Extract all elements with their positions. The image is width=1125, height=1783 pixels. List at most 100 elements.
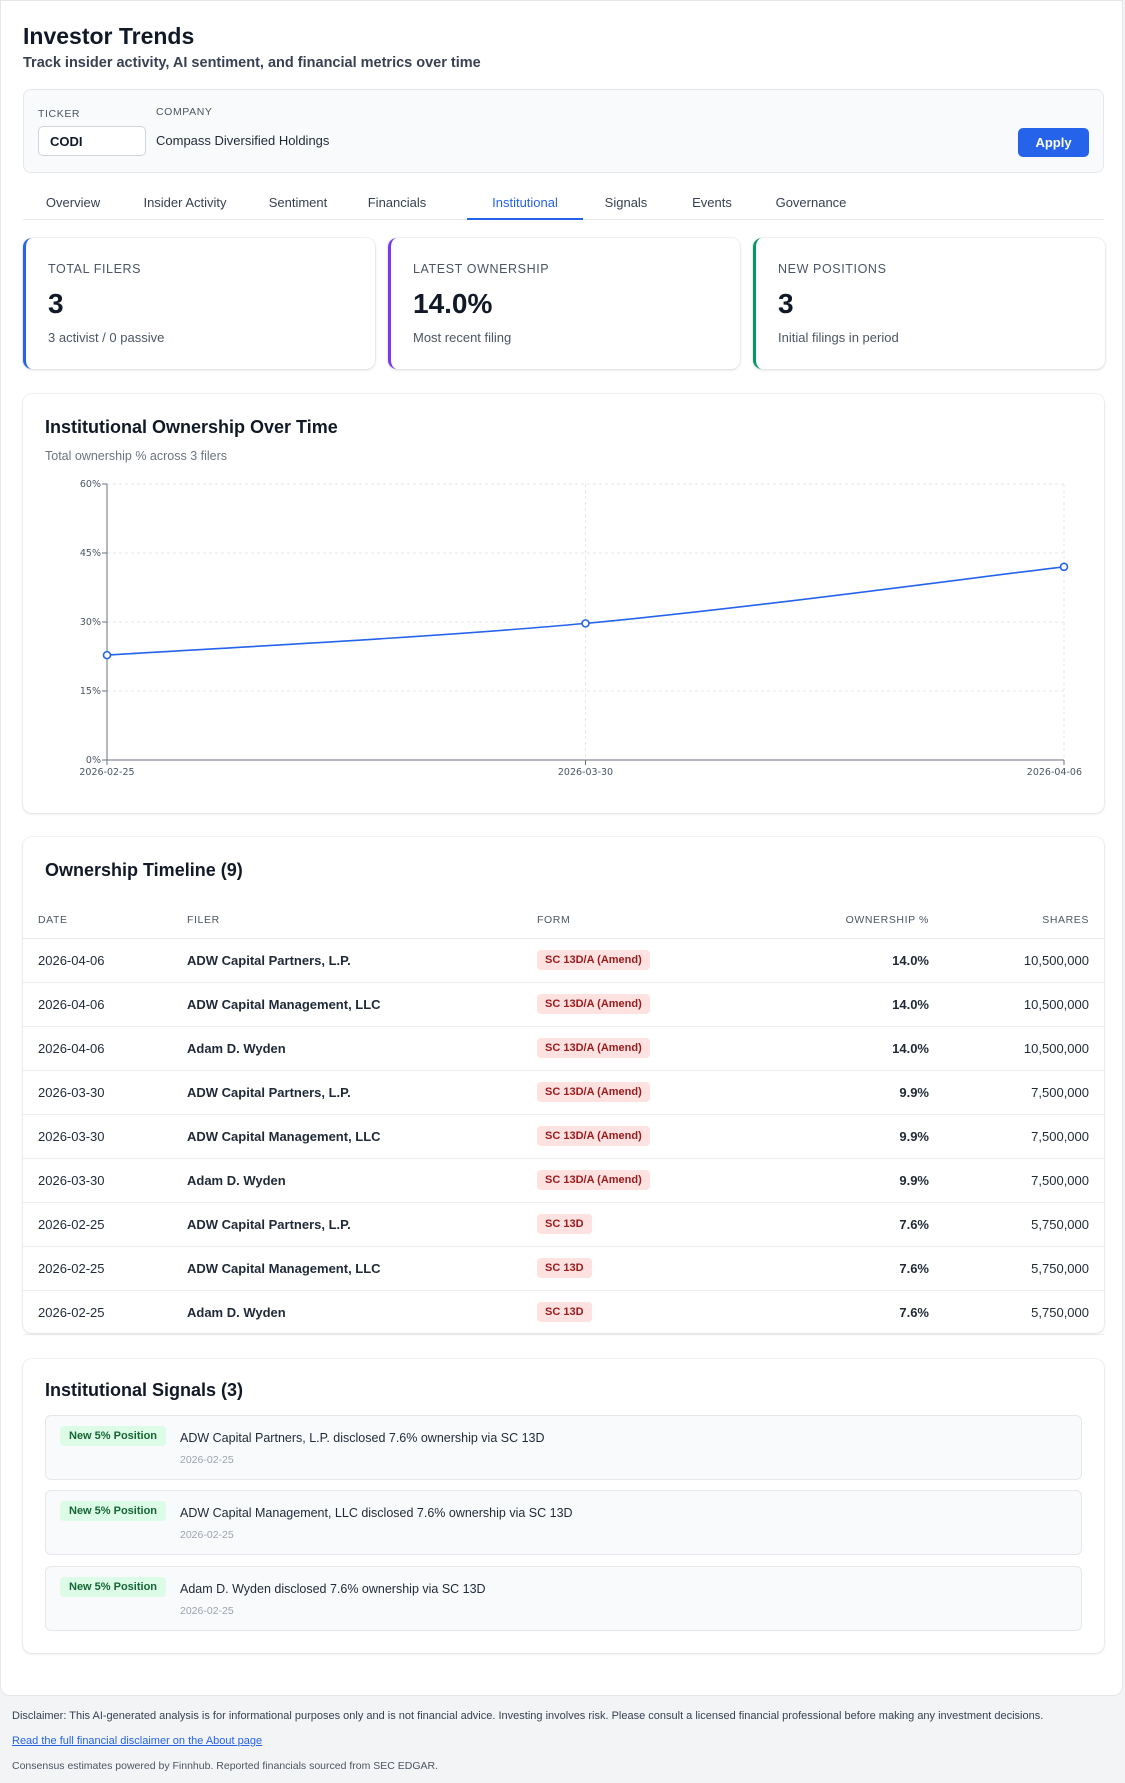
table-header-row: DATE FILER FORM OWNERSHIP % SHARES: [23, 903, 1104, 939]
row-form: SC 13D/A (Amend): [537, 938, 767, 983]
signal-badge: New 5% Position: [60, 1426, 167, 1446]
apply-button[interactable]: Apply: [1018, 128, 1089, 157]
signals-title: Institutional Signals (3): [45, 1380, 244, 1400]
row-form: SC 13D: [537, 1290, 767, 1335]
stat-value: 14.0%: [413, 288, 493, 319]
footer-disclaimer: Disclaimer: This AI-generated analysis i…: [12, 1710, 1044, 1722]
row-date: 2026-03-30: [23, 1070, 187, 1115]
stat-value: 3: [778, 288, 794, 319]
signal-date: 2026-02-25: [180, 1529, 234, 1541]
column-header-date: DATE: [23, 903, 187, 939]
tab-governance[interactable]: Governance: [775, 195, 847, 210]
data-point: [102, 650, 112, 660]
x-tick-label: 2026-03-30: [558, 767, 613, 778]
form-badge: SC 13D: [537, 1258, 592, 1278]
company-label: COMPANY: [156, 106, 213, 118]
stat-card-latest-ownership: LATEST OWNERSHIP 14.0% Most recent filin…: [388, 238, 740, 369]
footer-credits: Consensus estimates powered by Finnhub. …: [12, 1760, 439, 1772]
data-point: [581, 619, 590, 628]
form-badge: SC 13D/A (Amend): [537, 1126, 650, 1146]
stat-subtext: 3 activist / 0 passive: [48, 330, 165, 345]
row-ownership: 14.0%: [767, 1026, 929, 1071]
row-filer: ADW Capital Management, LLC: [187, 982, 537, 1027]
row-date: 2026-04-06: [23, 1026, 187, 1071]
row-filer: ADW Capital Management, LLC: [187, 1114, 537, 1159]
company-name: Compass Diversified Holdings: [156, 133, 330, 148]
signal-text: Adam D. Wyden disclosed 7.6% ownership v…: [180, 1582, 486, 1596]
disclaimer-link[interactable]: Read the full financial disclaimer on th…: [12, 1735, 263, 1747]
column-header-shares: SHARES: [929, 903, 1104, 939]
ownership-timeline-panel: Ownership Timeline (9) DATE FILER FORM O…: [23, 837, 1104, 1335]
tab-institutional[interactable]: Institutional: [467, 187, 583, 220]
ticker-input[interactable]: [38, 126, 146, 156]
page-title: Investor Trends: [23, 23, 195, 49]
row-filer: Adam D. Wyden: [187, 1290, 537, 1335]
data-point: [1059, 562, 1069, 572]
form-badge: SC 13D/A (Amend): [537, 1082, 650, 1102]
chart-title: Institutional Ownership Over Time: [45, 417, 338, 437]
y-tick-label: 15%: [80, 686, 101, 697]
row-shares: 5,750,000: [929, 1290, 1104, 1335]
signal-item: New 5% Position ADW Capital Partners, L.…: [45, 1415, 1082, 1480]
row-ownership: 9.9%: [767, 1114, 929, 1159]
row-date: 2026-03-30: [23, 1114, 187, 1159]
form-badge: SC 13D/A (Amend): [537, 1038, 650, 1058]
stat-subtext: Most recent filing: [413, 330, 512, 345]
table-row: 2026-04-06 ADW Capital Management, LLC SC …: [23, 982, 1104, 1027]
tab-financials[interactable]: Financials: [367, 195, 427, 210]
row-form: SC 13D/A (Amend): [537, 982, 767, 1027]
row-date: 2026-04-06: [23, 982, 187, 1027]
tab-events[interactable]: Events: [692, 195, 732, 210]
table-row: 2026-04-06 Adam D. Wyden SC 13D/A (Amend) 1…: [23, 1026, 1104, 1071]
row-ownership: 7.6%: [767, 1202, 929, 1247]
signal-date: 2026-02-25: [180, 1454, 234, 1466]
row-filer: ADW Capital Partners, L.P.: [187, 1070, 537, 1115]
tab-overview[interactable]: Overview: [45, 195, 101, 210]
y-tick-label: 60%: [80, 479, 101, 490]
stat-value: 3: [48, 288, 64, 319]
row-date: 2026-02-25: [23, 1202, 187, 1247]
x-tick-label: 2026-02-25: [79, 767, 134, 778]
row-filer: Adam D. Wyden: [187, 1158, 537, 1203]
tab-signals[interactable]: Signals: [604, 195, 648, 210]
row-form: SC 13D/A (Amend): [537, 1070, 767, 1115]
x-tick-label: 2026-04-06: [1027, 767, 1082, 778]
stat-label: TOTAL FILERS: [48, 262, 142, 276]
row-ownership: 9.9%: [767, 1158, 929, 1203]
row-form: SC 13D/A (Amend): [537, 1026, 767, 1071]
stat-card-new-positions: NEW POSITIONS 3 Initial filings in perio…: [753, 238, 1105, 369]
tab-sentiment[interactable]: Sentiment: [268, 195, 328, 210]
row-ownership: 14.0%: [767, 938, 929, 983]
form-badge: SC 13D/A (Amend): [537, 950, 650, 970]
stat-label: LATEST OWNERSHIP: [413, 262, 550, 276]
row-ownership: 7.6%: [767, 1246, 929, 1291]
row-shares: 10,500,000: [929, 982, 1104, 1027]
column-header-filer: FILER: [187, 903, 537, 939]
column-header-ownership: OWNERSHIP %: [767, 903, 929, 939]
row-ownership: 14.0%: [767, 982, 929, 1027]
row-shares: 5,750,000: [929, 1202, 1104, 1247]
footer: Disclaimer: This AI-generated analysis i…: [0, 1698, 1125, 1783]
row-shares: 5,750,000: [929, 1246, 1104, 1291]
row-form: SC 13D: [537, 1202, 767, 1247]
signal-badge: New 5% Position: [60, 1501, 167, 1521]
y-tick-label: 30%: [80, 617, 101, 628]
row-filer: Adam D. Wyden: [187, 1026, 537, 1071]
signal-item: New 5% Position Adam D. Wyden disclosed …: [45, 1566, 1082, 1631]
form-badge: SC 13D: [537, 1214, 592, 1234]
signal-badge: New 5% Position: [60, 1577, 167, 1597]
table-row: 2026-03-30 Adam D. Wyden SC 13D/A (Amend) 9…: [23, 1158, 1104, 1203]
tab-bar: Overview Insider Activity Sentiment Fina…: [23, 187, 1104, 220]
form-badge: SC 13D/A (Amend): [537, 994, 650, 1014]
signal-text: ADW Capital Partners, L.P. disclosed 7.6…: [180, 1431, 545, 1445]
chart-subtitle: Total ownership % across 3 filers: [45, 449, 228, 463]
row-filer: ADW Capital Partners, L.P.: [187, 1202, 537, 1247]
tab-insider-activity[interactable]: Insider Activity: [143, 195, 227, 210]
form-badge: SC 13D: [537, 1302, 592, 1322]
stat-card-total-filers: TOTAL FILERS 3 3 activist / 0 passive: [23, 238, 375, 369]
row-date: 2026-04-06: [23, 938, 187, 983]
signal-text: ADW Capital Management, LLC disclosed 7.…: [180, 1506, 573, 1520]
filter-bar: TICKER COMPANY Compass Diversified Holdi…: [23, 89, 1104, 173]
row-shares: 7,500,000: [929, 1114, 1104, 1159]
page-container: Investor Trends Track insider activity, …: [0, 0, 1123, 1696]
